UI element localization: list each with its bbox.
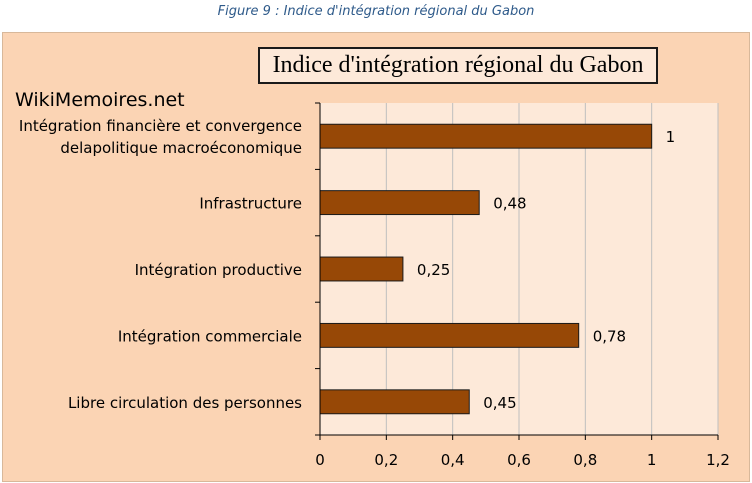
bar [319,389,470,415]
watermark: WikiMemoires.net [15,89,185,111]
x-tick-label: 1,2 [706,451,730,469]
chart-title: Indice d'intégration régional du Gabon [258,47,658,84]
category-label: delapolitique macroéconomique [60,139,302,157]
labels: 0 0,2 0,4 0,6 0,8 1 1,2 1 Intégration financière… [19,117,730,469]
grid-lines [385,103,719,435]
x-tick-label: 0,8 [573,451,597,469]
axes [315,102,719,440]
category-label: Intégration productive [135,261,302,279]
x-tick-label: 1 [647,451,657,469]
data-label: 0,48 [493,195,526,213]
category-label: Libre circulation des personnes [68,394,302,412]
x-tick-label: 0,6 [507,451,531,469]
x-tick-label: 0 [315,451,325,469]
category-label: Intégration financière et convergence [19,117,302,135]
x-tick-label: 0,2 [374,451,398,469]
data-label: 0,78 [593,327,626,345]
data-label: 0,25 [417,261,450,279]
category-label: Intégration commerciale [118,327,302,345]
bar [319,322,580,348]
bar [319,190,480,216]
bar [319,123,653,149]
data-label: 0,45 [483,394,516,412]
figure-caption: Figure 9 : Indice d'intégration régional… [217,4,535,19]
category-label: Infrastructure [199,195,302,213]
data-label: 1 [666,128,676,146]
bar [319,256,404,282]
x-tick-label: 0,4 [441,451,465,469]
